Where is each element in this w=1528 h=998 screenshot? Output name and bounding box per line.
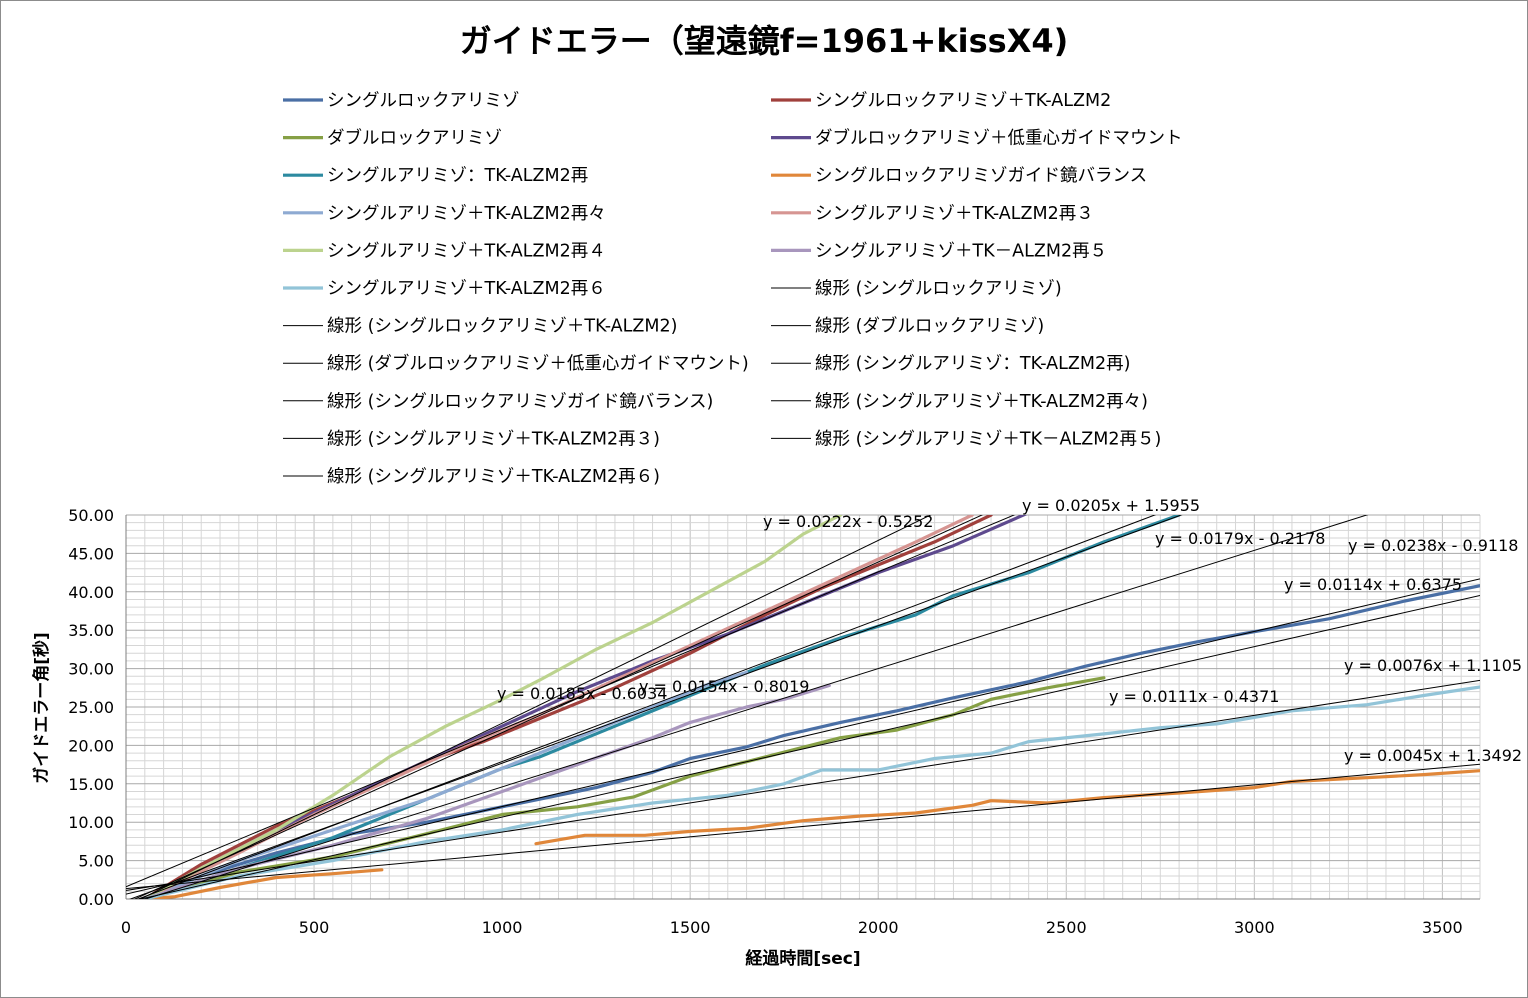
trendline-equation-4: y = 0.0179x - 0.2178 [1155,529,1325,548]
x-tick-label: 1000 [482,918,523,937]
legend-label: シングルロックアリミゾ [327,91,520,111]
series-line-8 [143,515,843,899]
legend-label: シングルアリミゾ＋TK-ALZM2再６ [327,279,606,299]
legend-label: ダブルロックアリミゾ [327,128,502,149]
x-tick-label: 3500 [1422,918,1463,937]
legend: シングルロックアリミゾ シングルロックアリミゾ＋TK-ALZM2 ダブルロックアリミ… [283,91,1183,487]
legend-label: 線形 (シングルロックアリミゾ) [815,279,1062,299]
legend-label: 線形 (シングルアリミゾ＋TK－ALZM2再５) [815,429,1161,449]
trendline-0 [126,578,1480,895]
trendline-1 [126,515,1016,888]
y-tick-label: 35.00 [68,621,114,640]
legend-label: 線形 (シングルロックアリミゾガイド鏡バランス) [327,392,713,412]
legend-label: 線形 (シングルロックアリミゾ＋TK-ALZM2) [327,317,677,337]
series-line-2 [143,676,1106,899]
trendline-equation-2: y = 0.0111x - 0.4371 [1109,687,1279,706]
trendline-group [126,515,1480,899]
y-tick-label: 45.00 [68,544,114,563]
trendline-equation-6: y = 0.0185x - 0.6034 [497,684,667,703]
trendline-5 [126,763,1480,890]
y-axis-title: ガイドエラー角[秒] [31,632,52,784]
legend-label: 線形 (シングルアリミゾ＋TK-ALZM2再６) [327,467,660,487]
y-tick-label: 30.00 [68,660,114,679]
y-tick-label: 20.00 [68,736,114,755]
chart-title: ガイドエラー（望遠鏡f=1961+kissX4) [460,22,1069,60]
y-tick-label: 15.00 [68,775,114,794]
legend-label: シングルロックアリミゾガイド鏡バランス [815,166,1147,186]
x-tick-label: 3000 [1234,918,1275,937]
trendline-8 [143,515,1369,899]
legend-label: シングルロックアリミゾ＋TK-ALZM2 [815,91,1111,111]
legend-label: シングルアリミゾ＋TK-ALZM2再４ [327,241,606,261]
plot-area: 0 500 1000 1500 2000 2500 3000 3500 0.00 5.00 10.0… [68,496,1522,937]
legend-label: ダブルロックアリミゾ＋低重心ガイドマウント [815,128,1183,149]
trendline-equation-1: y = 0.0205x + 1.5955 [1022,496,1200,515]
legend-label: 線形 (ダブルロックアリミゾ＋低重心ガイドマウント) [327,353,749,374]
legend-label: シングルアリミゾ＋TK－ALZM2再５ [815,241,1107,261]
y-tick-label: 0.00 [78,890,114,909]
x-axis-title: 経過時間[sec] [745,948,860,969]
x-tick-label: 0 [121,918,131,937]
series-line-5 [143,868,384,899]
x-tick-label: 1500 [670,918,711,937]
trendline-equation-7: y = 0.0222x - 0.5252 [763,512,933,531]
trendline-9 [126,679,1480,891]
legend-label: シングルアリミゾ：TK-ALZM2再 [327,166,588,186]
legend-label: シングルアリミゾ＋TK-ALZM2再３ [815,204,1094,224]
trendline-equation-9: y = 0.0076x + 1.1105 [1344,656,1522,675]
trendline-2 [138,594,1480,899]
series-line-6 [143,670,749,899]
legend-label: 線形 (シングルアリミゾ：TK-ALZM2再) [815,354,1130,374]
series-line-5 [534,769,1480,846]
trendline-6 [136,515,1157,899]
y-tick-label: 5.00 [78,852,114,871]
series-line-3 [143,515,1028,899]
series-group [143,515,1480,899]
y-tick-label: 40.00 [68,583,114,602]
x-tick-label: 2500 [1046,918,1087,937]
x-tick-label: 2000 [858,918,899,937]
y-tick-label: 25.00 [68,698,114,717]
legend-label: 線形 (ダブルロックアリミゾ) [815,316,1044,337]
trendline-equation-0: y = 0.0114x + 0.6375 [1284,575,1462,594]
y-tick-label: 50.00 [68,506,114,525]
trendline-7 [133,515,984,899]
trendline-equation-8: y = 0.0154x - 0.8019 [639,677,809,696]
x-tick-label: 500 [299,918,330,937]
trendline-equation-3: y = 0.0238x - 0.9118 [1348,536,1518,555]
trendline-3 [139,515,932,899]
trendline-equation-5: y = 0.0045x + 1.3492 [1344,746,1522,765]
series-line-10 [143,685,1480,899]
legend-label: 線形 (シングルアリミゾ＋TK-ALZM2再々) [815,392,1148,412]
y-tick-label: 10.00 [68,813,114,832]
legend-label: シングルアリミゾ＋TK-ALZM2再々 [327,204,606,224]
legend-label: 線形 (シングルアリミゾ＋TK-ALZM2再３) [327,429,660,449]
series-line-0 [143,584,1480,899]
